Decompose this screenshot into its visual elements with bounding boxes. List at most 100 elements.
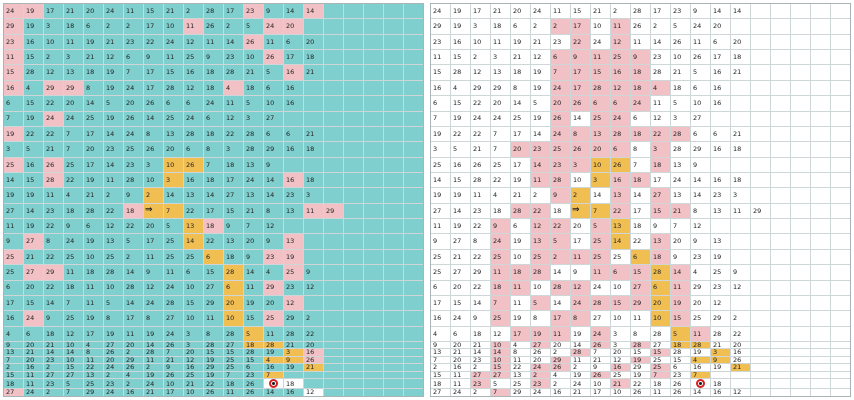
grid-cell[interactable]: 4: [64, 188, 83, 203]
grid-cell[interactable]: 29: [631, 295, 650, 311]
grid-cell[interactable]: 17: [84, 157, 103, 172]
grid-cell[interactable]: 17: [571, 234, 590, 249]
grid-cell[interactable]: 3: [304, 188, 323, 203]
grid-cell[interactable]: [364, 111, 383, 126]
grid-cell[interactable]: [324, 280, 343, 295]
grid-cell[interactable]: [771, 157, 790, 172]
grid-cell[interactable]: 10: [264, 96, 283, 111]
grid-cell[interactable]: 27: [4, 389, 23, 396]
grid-cell[interactable]: 19: [451, 19, 470, 34]
grid-cell[interactable]: [344, 188, 363, 203]
grid-cell[interactable]: [304, 371, 323, 379]
grid-cell[interactable]: 2: [531, 19, 550, 34]
grid-cell[interactable]: 16: [551, 389, 570, 396]
grid-cell[interactable]: 2: [104, 188, 123, 203]
grid-cell[interactable]: 20: [104, 356, 123, 364]
grid-cell[interactable]: 6: [631, 249, 650, 265]
grid-cell[interactable]: 18: [731, 172, 750, 188]
grid-cell[interactable]: 10: [591, 19, 610, 34]
grid-cell[interactable]: [364, 19, 383, 34]
grid-cell[interactable]: 18: [204, 172, 223, 188]
grid-cell[interactable]: 20: [551, 96, 570, 111]
grid-cell[interactable]: 28: [184, 126, 203, 142]
grid-cell[interactable]: 14: [164, 188, 183, 203]
grid-cell[interactable]: 13: [164, 126, 183, 142]
grid-cell[interactable]: 28: [671, 349, 690, 356]
grid-cell[interactable]: 11: [4, 219, 23, 234]
grid-cell[interactable]: 24: [671, 172, 690, 188]
grid-cell[interactable]: 14: [671, 265, 690, 280]
grid-cell[interactable]: [384, 280, 403, 295]
grid-cell[interactable]: 9: [571, 265, 590, 280]
grid-cell[interactable]: 19: [84, 234, 103, 249]
grid-cell[interactable]: [344, 142, 363, 157]
grid-cell[interactable]: 15: [4, 65, 23, 80]
grid-cell[interactable]: 9: [264, 4, 283, 19]
grid-cell[interactable]: 10: [224, 311, 243, 326]
grid-cell[interactable]: 21: [671, 65, 690, 80]
grid-cell[interactable]: 21: [184, 379, 203, 389]
grid-cell[interactable]: 29: [284, 311, 303, 326]
grid-cell[interactable]: 19: [531, 111, 550, 126]
grid-cell[interactable]: [751, 249, 770, 265]
grid-cell[interactable]: 23: [104, 379, 123, 389]
grid-cell[interactable]: 20: [551, 341, 570, 349]
grid-cell[interactable]: 14: [204, 188, 223, 203]
grid-cell[interactable]: 21: [284, 341, 303, 349]
grid-cell[interactable]: 4: [691, 265, 710, 280]
grid-cell[interactable]: [791, 341, 810, 349]
grid-cell[interactable]: 25: [591, 111, 610, 126]
grid-cell[interactable]: 20: [64, 96, 83, 111]
grid-cell[interactable]: 18: [244, 80, 263, 96]
grid-cell[interactable]: 20: [304, 34, 323, 50]
grid-cell[interactable]: 27: [431, 389, 450, 396]
grid-cell[interactable]: 21: [44, 142, 63, 157]
grid-cell[interactable]: 21: [304, 126, 323, 142]
grid-cell[interactable]: [731, 371, 750, 379]
grid-cell[interactable]: 2: [184, 4, 203, 19]
grid-cell[interactable]: [324, 389, 343, 396]
grid-cell[interactable]: 19: [284, 249, 303, 265]
grid-cell[interactable]: [831, 203, 850, 219]
grid-cell[interactable]: [771, 311, 790, 326]
grid-cell[interactable]: [831, 142, 850, 157]
grid-cell[interactable]: [811, 280, 830, 295]
grid-cell[interactable]: 18: [244, 341, 263, 349]
grid-cell[interactable]: 15: [611, 295, 630, 311]
grid-cell[interactable]: [344, 80, 363, 96]
grid-cell[interactable]: [404, 80, 423, 96]
grid-cell[interactable]: 18: [64, 19, 83, 34]
grid-cell[interactable]: 14: [491, 349, 510, 356]
grid-cell[interactable]: 17: [571, 80, 590, 96]
grid-cell[interactable]: 23: [244, 4, 263, 19]
grid-cell[interactable]: [771, 126, 790, 142]
grid-cell[interactable]: 11: [224, 389, 243, 396]
grid-cell[interactable]: 2: [224, 19, 243, 34]
grid-cell[interactable]: 11: [64, 34, 83, 50]
grid-cell[interactable]: 2: [571, 188, 590, 203]
grid-cell[interactable]: [811, 249, 830, 265]
grid-cell[interactable]: [364, 364, 383, 371]
grid-cell[interactable]: 8: [104, 311, 123, 326]
grid-cell[interactable]: 14: [451, 203, 470, 219]
grid-cell[interactable]: 29: [471, 80, 490, 96]
grid-cell[interactable]: [831, 326, 850, 341]
grid-cell[interactable]: [771, 371, 790, 379]
grid-cell[interactable]: 20: [451, 280, 470, 295]
grid-cell[interactable]: [791, 96, 810, 111]
grid-cell[interactable]: [751, 371, 770, 379]
grid-cell[interactable]: 3: [4, 142, 23, 157]
grid-cell[interactable]: [791, 295, 810, 311]
grid-cell[interactable]: 2: [304, 311, 323, 326]
grid-cell[interactable]: 9: [4, 341, 23, 349]
grid-cell[interactable]: [791, 234, 810, 249]
grid-cell[interactable]: 10: [84, 249, 103, 265]
grid-cell[interactable]: 23: [4, 34, 23, 50]
grid-cell[interactable]: [324, 157, 343, 172]
grid-cell[interactable]: [384, 142, 403, 157]
grid-cell[interactable]: 15: [671, 311, 690, 326]
grid-cell[interactable]: [831, 157, 850, 172]
grid-cell[interactable]: 14: [691, 389, 710, 396]
grid-cell[interactable]: [771, 50, 790, 65]
grid-cell[interactable]: 11: [84, 280, 103, 295]
